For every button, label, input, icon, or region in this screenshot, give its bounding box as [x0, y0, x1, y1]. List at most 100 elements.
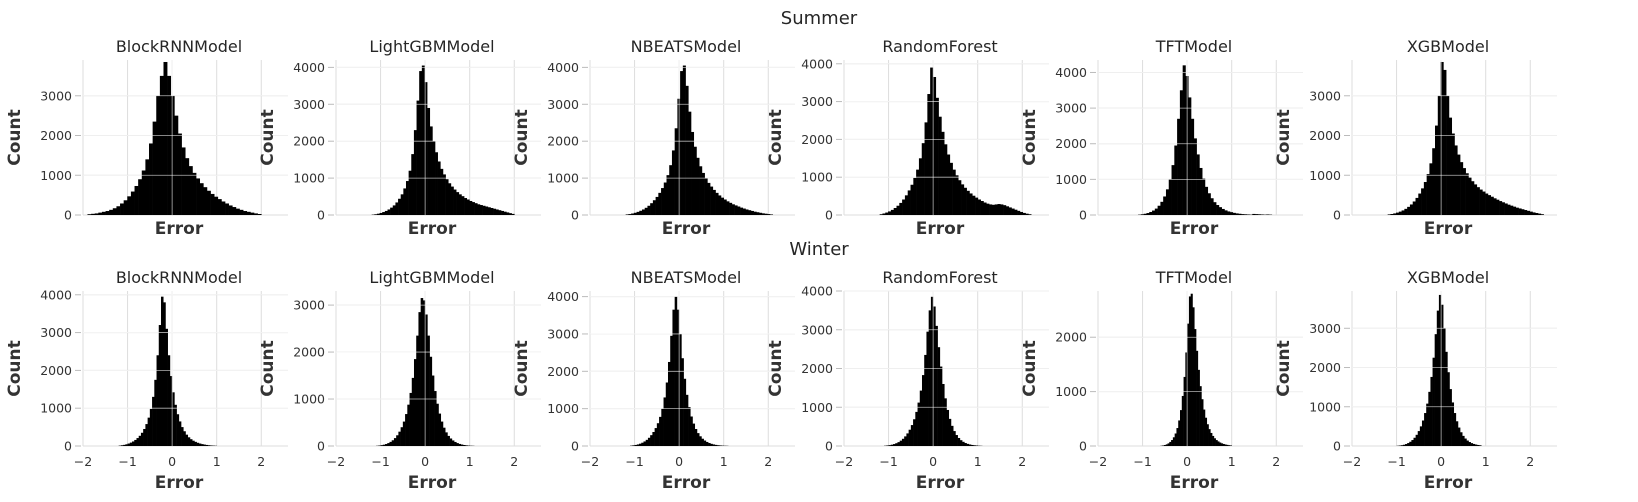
- y-tick-label: 0: [825, 439, 833, 454]
- histogram-bar: [203, 444, 206, 446]
- histogram-bar: [1235, 213, 1239, 215]
- histogram-bar: [1440, 61, 1444, 215]
- histogram-bar: [243, 211, 248, 215]
- histogram-bar: [453, 189, 457, 215]
- histogram-bar: [98, 212, 103, 215]
- histogram-bar: [661, 188, 665, 215]
- histogram-bars: [1138, 65, 1273, 216]
- histogram-bar: [436, 403, 439, 446]
- y-tick-label: 4000: [40, 287, 72, 302]
- histogram-bar: [87, 214, 92, 215]
- histogram-bar: [1212, 435, 1215, 446]
- y-tick-label: 2000: [40, 128, 72, 143]
- histogram-bar: [919, 390, 923, 446]
- histogram-bar: [693, 146, 697, 215]
- histogram-bar: [672, 309, 675, 446]
- x-tick-label: −2: [1343, 454, 1361, 469]
- y-tick-label: 1000: [40, 401, 72, 416]
- y-tick-label: 0: [571, 208, 579, 223]
- x-tick-label: −1: [371, 454, 389, 469]
- histogram-bar: [742, 208, 746, 215]
- histogram-bar: [170, 95, 175, 215]
- histogram-bar: [1163, 445, 1167, 446]
- histogram-bar: [1465, 173, 1469, 215]
- histogram-bar: [447, 435, 450, 446]
- histogram-bar: [1202, 178, 1206, 215]
- histogram-bar: [1210, 432, 1213, 446]
- histogram-bar: [408, 170, 412, 215]
- histogram-bar: [650, 435, 653, 446]
- histogram-bar: [991, 204, 995, 215]
- histogram-bar: [418, 312, 421, 446]
- x-tick-label: 1: [466, 454, 474, 469]
- histogram-bar: [639, 210, 643, 215]
- histogram-bar: [915, 411, 918, 446]
- histogram-bar: [731, 204, 735, 215]
- histogram-bar: [411, 154, 415, 215]
- histogram-bar: [1407, 206, 1411, 215]
- y-axis-label: Count: [1020, 109, 1040, 166]
- histogram-bar: [665, 382, 669, 446]
- histogram-bar: [1192, 307, 1195, 446]
- histogram-bar: [1407, 443, 1410, 446]
- histogram-bar: [380, 445, 384, 446]
- x-axis-label: Error: [1424, 219, 1473, 239]
- histogram-bar: [1405, 444, 1408, 446]
- histogram-bar: [1460, 162, 1464, 215]
- histogram-bar: [1487, 195, 1492, 215]
- histogram-bar: [1510, 205, 1514, 215]
- histogram-bar: [921, 375, 925, 446]
- histogram-bar: [1496, 199, 1500, 215]
- y-tick-label: 3000: [40, 88, 72, 103]
- histogram-bar: [1204, 186, 1209, 215]
- y-axis-label: Count: [766, 340, 786, 397]
- y-tick-label: 0: [317, 439, 325, 454]
- histogram-bar: [955, 435, 958, 446]
- histogram-bar: [112, 208, 117, 215]
- histogram-bar: [1216, 205, 1220, 215]
- histogram-bar: [1246, 214, 1250, 215]
- x-axis-label: Error: [408, 219, 457, 239]
- y-tick-label: 1000: [1309, 399, 1341, 414]
- y-tick-label: 1000: [293, 171, 325, 186]
- histogram-bar: [1449, 389, 1452, 446]
- y-axis-label: Count: [5, 340, 25, 397]
- y-tick-label: 2000: [547, 364, 579, 379]
- histogram-bar: [169, 376, 173, 446]
- histogram-bar: [1398, 211, 1402, 215]
- histogram-bar: [1167, 443, 1170, 446]
- histogram-bar: [1230, 212, 1234, 215]
- histogram-bar: [466, 199, 470, 215]
- y-axis: 0 1000 2000 3000 4000: [801, 284, 842, 454]
- histogram-bar: [718, 195, 722, 215]
- histogram-bar: [890, 209, 894, 215]
- histogram-bar: [165, 328, 168, 446]
- histogram-bar: [955, 175, 959, 215]
- histogram-bar: [893, 444, 896, 446]
- histogram-bar: [930, 296, 934, 446]
- histogram-bar: [1396, 212, 1400, 215]
- histogram-bar: [644, 207, 648, 215]
- histogram-bar: [1393, 213, 1397, 215]
- histogram-bar: [647, 205, 651, 215]
- histogram-bar: [1243, 214, 1248, 215]
- histogram-bar: [205, 444, 209, 446]
- x-tick-label: 0: [1437, 454, 1445, 469]
- bar-overlay-gridlines: [844, 290, 1049, 446]
- y-axis: 0 1000 2000 3000: [293, 298, 334, 454]
- y-tick-label: 2000: [801, 361, 833, 376]
- histogram-bar: [928, 310, 932, 446]
- histogram-bar: [1182, 65, 1186, 216]
- histogram-bar: [694, 429, 698, 446]
- histogram-bar: [134, 439, 137, 446]
- x-tick-label: 1: [974, 454, 982, 469]
- histogram-bar: [1210, 198, 1214, 215]
- histogram-bar: [879, 214, 883, 215]
- y-tick-label: 3000: [547, 97, 579, 112]
- y-tick-label: 1000: [801, 400, 833, 415]
- histogram-bar: [1163, 196, 1167, 215]
- y-tick-label: 1000: [547, 401, 579, 416]
- histogram-bar: [1022, 212, 1026, 215]
- histogram-bar: [710, 443, 713, 446]
- histogram-bar: [767, 214, 771, 215]
